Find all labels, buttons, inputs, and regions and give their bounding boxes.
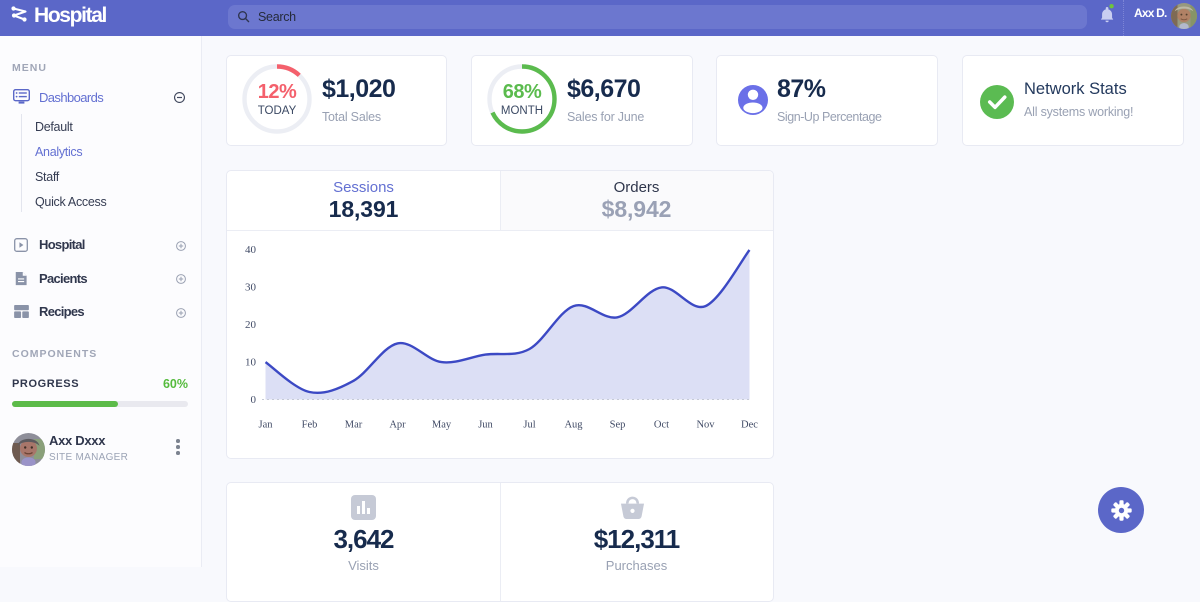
svg-text:0: 0 xyxy=(251,394,257,406)
svg-text:Jul: Jul xyxy=(523,420,535,431)
svg-text:Jan: Jan xyxy=(259,420,274,431)
svg-text:Sep: Sep xyxy=(610,420,626,431)
svg-text:Oct: Oct xyxy=(654,420,669,431)
svg-text:Jun: Jun xyxy=(478,420,493,431)
svg-text:Nov: Nov xyxy=(696,420,715,431)
svg-text:Feb: Feb xyxy=(302,420,318,431)
svg-text:Aug: Aug xyxy=(564,420,583,431)
svg-text:Mar: Mar xyxy=(345,420,363,431)
svg-text:10: 10 xyxy=(245,357,257,369)
svg-text:Apr: Apr xyxy=(389,420,406,431)
svg-text:May: May xyxy=(432,420,452,431)
svg-text:Dec: Dec xyxy=(741,420,758,431)
svg-text:20: 20 xyxy=(245,319,257,331)
svg-text:40: 40 xyxy=(245,244,257,256)
svg-text:30: 30 xyxy=(245,282,257,294)
